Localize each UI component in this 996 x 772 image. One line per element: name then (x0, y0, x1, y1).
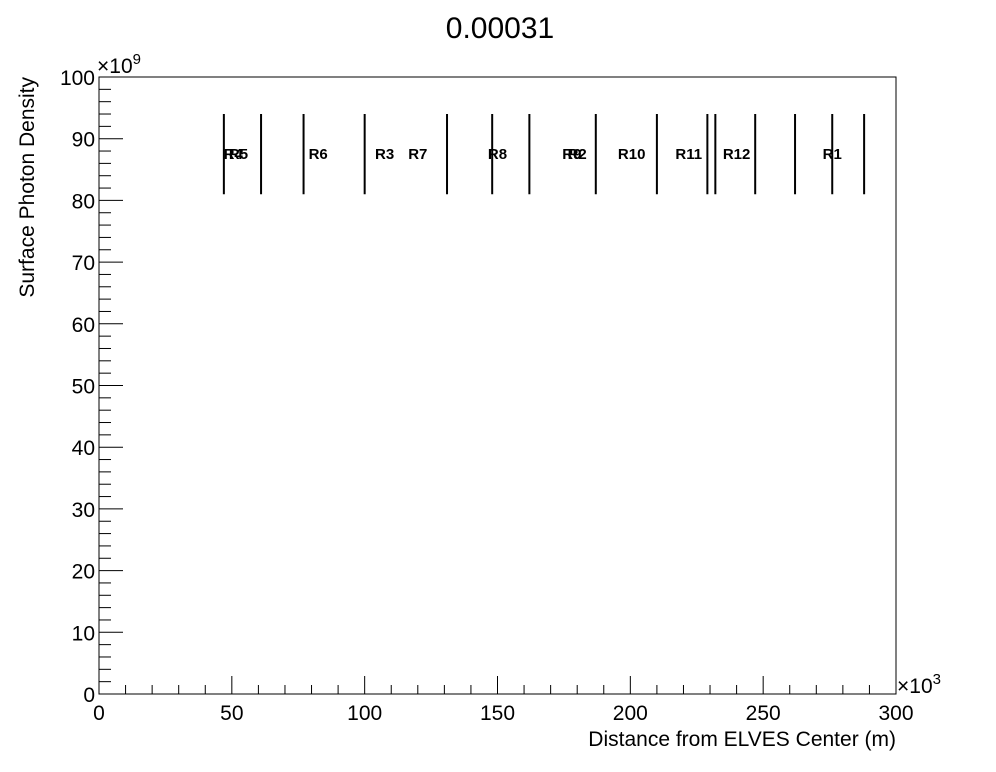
region-label: R2 (568, 146, 587, 163)
y-tick-label: 30 (72, 499, 95, 522)
x-tick-label: 300 (878, 702, 913, 725)
x-tick-label: 0 (93, 702, 105, 725)
y-tick-label: 40 (72, 437, 95, 460)
region-label: R11 (675, 146, 702, 163)
region-label: R3 (375, 146, 394, 163)
x-tick-label: 150 (480, 702, 515, 725)
region-label: R5 (229, 146, 248, 163)
y-exponent-label: ×109 (97, 51, 141, 78)
y-tick-label: 90 (72, 129, 95, 152)
x-axis: 0 50 100 150 200 250 300 (93, 676, 914, 725)
x-tick-label: 100 (347, 702, 382, 725)
x-tick-label: 50 (220, 702, 243, 725)
region-label: R9 (562, 146, 581, 163)
region-label: R7 (408, 146, 427, 163)
x-exponent-power: 3 (933, 671, 941, 688)
plot-frame (98, 76, 897, 695)
y-exponent-power: 9 (133, 51, 141, 68)
x-axis-title: Distance from ELVES Center (m) (588, 728, 896, 751)
y-tick-label: 60 (72, 314, 95, 337)
region-label: R1 (823, 146, 842, 163)
x-tick-label: 250 (746, 702, 781, 725)
region-boundaries (222, 114, 866, 195)
region-label: R4 (224, 146, 244, 163)
y-tick-label: 100 (60, 67, 95, 90)
y-tick-label: 80 (72, 190, 95, 213)
y-axis-title: Surface Photon Density (16, 77, 39, 298)
y-tick-label: 0 (83, 684, 95, 707)
x-tick-label: 200 (613, 702, 648, 725)
region-label: R6 (309, 146, 328, 163)
x-exponent-multiplier: ×10 (897, 675, 933, 698)
y-tick-label: 10 (72, 622, 95, 645)
chart-title: 0.00031 (446, 12, 554, 45)
region-label: R12 (723, 146, 751, 163)
y-tick-label: 50 (72, 376, 95, 399)
y-exponent-multiplier: ×10 (97, 55, 133, 78)
region-label: R10 (618, 146, 646, 163)
y-tick-label: 70 (72, 252, 95, 275)
region-label: R8 (488, 146, 507, 163)
y-tick-label: 20 (72, 561, 95, 584)
y-axis: 0 10 20 30 40 50 60 70 80 90 100 (60, 67, 123, 707)
x-exponent-label: ×103 (897, 671, 941, 698)
